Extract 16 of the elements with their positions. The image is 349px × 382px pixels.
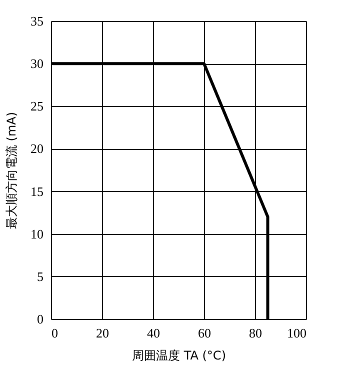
y-tick-label: 5 xyxy=(37,268,44,284)
x-tick-label: 40 xyxy=(147,326,160,340)
y-tick-label: 35 xyxy=(30,14,44,28)
x-tick-label: 80 xyxy=(249,326,262,340)
x-tick-label: 100 xyxy=(287,326,306,340)
y-tick-label: 0 xyxy=(37,312,44,326)
y-axis-title: 最大順方向電流 (mA) xyxy=(4,112,18,230)
x-tick-label: 0 xyxy=(52,326,58,340)
y-tick-label: 15 xyxy=(30,184,44,199)
y-tick-label: 25 xyxy=(30,98,44,114)
y-tick-label: 20 xyxy=(30,141,44,156)
y-tick-label: 30 xyxy=(30,56,44,72)
x-tick-label: 60 xyxy=(198,326,211,340)
y-tick-label: 10 xyxy=(30,226,44,242)
x-tick-label: 20 xyxy=(96,326,109,340)
x-axis-title: 周囲温度 TA (°C) xyxy=(132,348,226,362)
